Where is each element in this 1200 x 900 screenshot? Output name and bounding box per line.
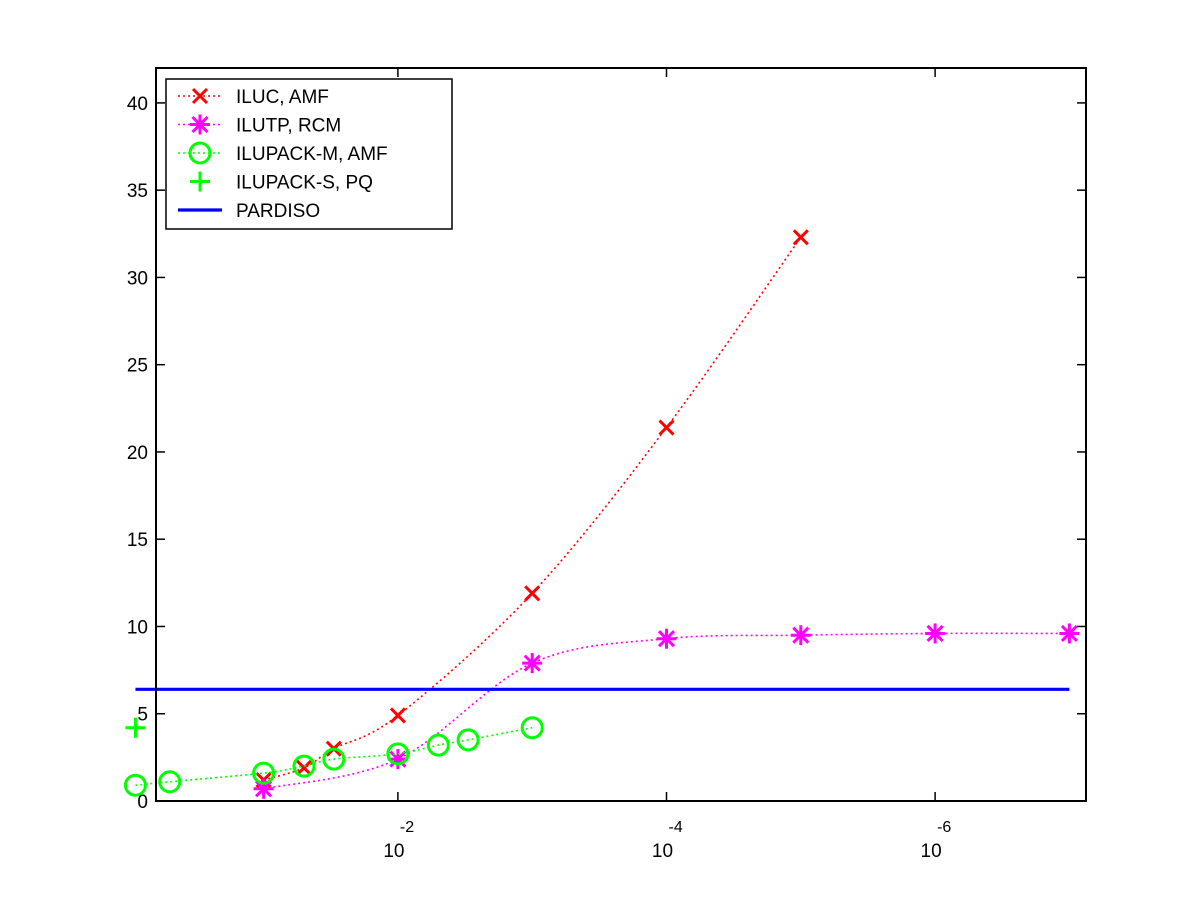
- series-iluc-amf: [255, 229, 809, 789]
- legend-box: [165, 78, 453, 230]
- x-tick-base: 10: [652, 841, 673, 862]
- series-ilupack-s-pq: [125, 717, 146, 738]
- legend-marker: [188, 141, 212, 165]
- x-tick-label: 10-4: [652, 819, 683, 862]
- x-tick-base: 10: [921, 841, 942, 862]
- x-tick-label: 10-6: [921, 819, 952, 862]
- legend-label: ILUTP, RCM: [236, 116, 341, 137]
- series-line: [263, 632, 1070, 790]
- y-tick-label: 5: [137, 705, 148, 726]
- legend-item: ILUPACK-S, PQ: [190, 171, 373, 194]
- data-point: [426, 733, 450, 757]
- data-point: [292, 754, 316, 778]
- data-point: [524, 585, 541, 602]
- y-tick-label: 20: [127, 443, 148, 464]
- legend-marker: [190, 171, 210, 192]
- data-point: [252, 761, 276, 785]
- y-tick-label: 15: [127, 530, 148, 551]
- data-point: [520, 716, 544, 740]
- data-point: [1059, 623, 1080, 644]
- y-tick-label: 30: [127, 268, 148, 289]
- data-point: [522, 653, 543, 674]
- series-ilupack-m-amf: [123, 716, 544, 797]
- plot-frame: [155, 67, 1087, 802]
- data-point: [658, 419, 675, 436]
- legend-item: ILUPACK-M, AMF: [178, 141, 388, 165]
- series-line: [135, 726, 533, 787]
- legend-label: ILUPACK-M, AMF: [236, 144, 388, 165]
- legend-item: ILUC, AMF: [178, 87, 329, 108]
- data-point: [656, 628, 677, 649]
- data-point: [792, 229, 809, 246]
- series-ilutp-rcm: [253, 623, 1080, 799]
- y-tick-label: 35: [127, 181, 148, 202]
- legend-item: ILUTP, RCM: [178, 114, 341, 137]
- legend-marker: [191, 87, 209, 105]
- series-line: [263, 236, 802, 781]
- legend: ILUC, AMF ILUTP, RCM ILUPACK-M, AMF ILUPACK…: [165, 78, 453, 230]
- legend-marker: [190, 114, 210, 135]
- y-tick-label: 10: [127, 617, 148, 638]
- x-tick-exponent: -4: [669, 819, 683, 836]
- data-point: [790, 625, 811, 646]
- legend-item: PARDISO: [178, 201, 320, 222]
- data-point: [386, 742, 410, 766]
- data-point: [295, 759, 313, 776]
- data-point: [253, 778, 274, 799]
- x-tick-base: 10: [383, 841, 404, 862]
- data-point: [125, 717, 146, 738]
- x-tick-exponent: -6: [937, 819, 951, 836]
- y-tick-label: 0: [137, 792, 148, 813]
- x-tick-label: 10-2: [383, 819, 414, 862]
- data-point: [456, 728, 480, 752]
- y-tick-label: 25: [127, 356, 148, 377]
- y-tick-label: 40: [127, 94, 148, 115]
- legend-label: ILUC, AMF: [236, 87, 329, 108]
- data-point: [123, 773, 147, 797]
- data-point: [925, 623, 946, 644]
- legend-label: ILUPACK-S, PQ: [236, 173, 373, 194]
- data-layer: [123, 229, 1080, 799]
- x-tick-exponent: -2: [400, 819, 414, 836]
- data-point: [322, 747, 346, 771]
- data-point: [389, 707, 406, 724]
- data-point: [158, 770, 182, 794]
- legend-label: PARDISO: [236, 201, 320, 222]
